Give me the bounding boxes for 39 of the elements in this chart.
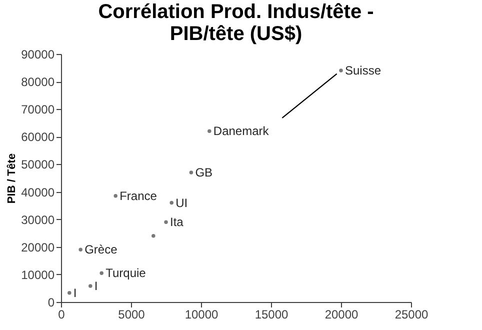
- point: [208, 129, 212, 134]
- point: [78, 248, 82, 252]
- data-label: Suisse: [345, 64, 382, 78]
- data-label: I: [73, 286, 77, 300]
- data-label: Grèce: [84, 242, 118, 257]
- point: [88, 284, 92, 288]
- chart-title: Corrélation Prod. Indus/tête - PIB/tête (US$): [98, 1, 374, 45]
- data-label: Turquie: [106, 266, 146, 280]
- point: [68, 291, 72, 295]
- x-tick-label: 25000: [394, 308, 429, 322]
- point: [152, 234, 156, 238]
- data-label: Danemark: [213, 124, 270, 138]
- x-tick-label: 15000: [254, 308, 289, 322]
- data-label: GB: [195, 165, 213, 180]
- y-axis-title: PIB / Tête: [6, 153, 18, 204]
- y-tick-label: 90000: [21, 48, 55, 62]
- x-tick-label: 20000: [324, 308, 359, 322]
- y-tick-label: 60000: [21, 130, 55, 144]
- data-label: France: [120, 188, 158, 203]
- y-tick-label: 10000: [21, 268, 55, 282]
- y-tick-label: 40000: [21, 185, 55, 200]
- y-tick-label: 20000: [21, 240, 55, 254]
- y-tick-label: 80000: [21, 75, 55, 90]
- data-label: Ita: [170, 215, 184, 230]
- data-label: I: [94, 279, 98, 294]
- point: [170, 200, 174, 205]
- y-tick-label: 30000: [21, 212, 55, 227]
- data-label: UI: [176, 196, 188, 210]
- point: [164, 220, 168, 224]
- x-tick-label: 0: [58, 308, 66, 322]
- y-tick-label: 50000: [21, 158, 55, 172]
- point: [100, 271, 104, 275]
- point: [114, 194, 118, 198]
- y-tick-label: 70000: [21, 102, 55, 117]
- point: [339, 68, 343, 72]
- point: [189, 170, 194, 174]
- y-tick-label: 0: [48, 296, 55, 310]
- x-tick-label: 10000: [184, 308, 219, 322]
- x-tick-label: 5000: [118, 308, 146, 322]
